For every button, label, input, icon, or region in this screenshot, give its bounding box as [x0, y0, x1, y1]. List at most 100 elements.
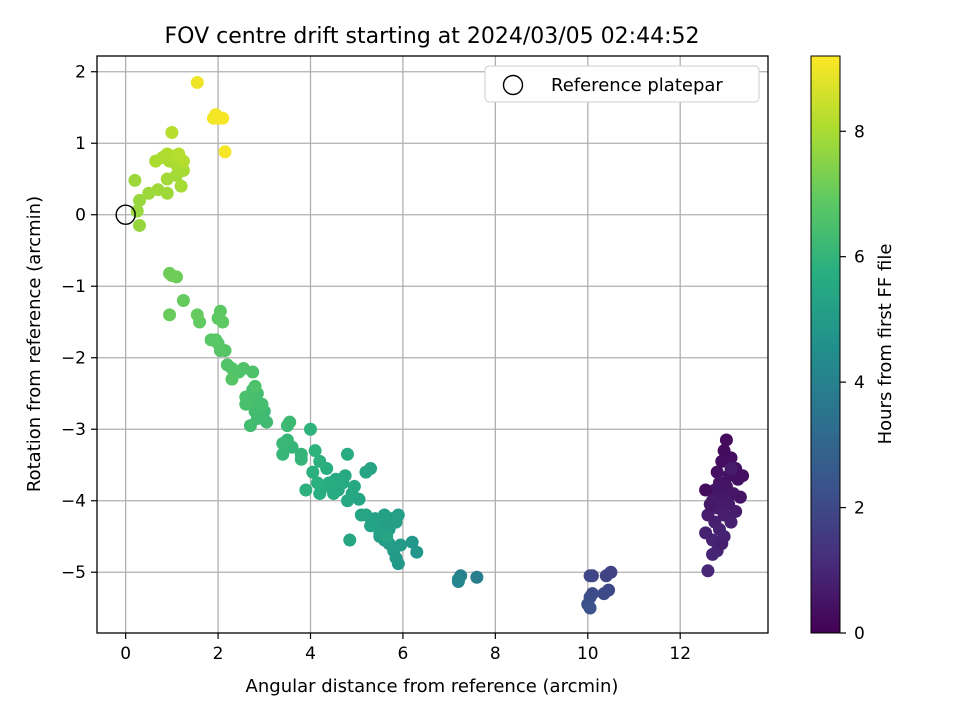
data-point — [322, 476, 336, 490]
data-point — [276, 447, 290, 461]
y-tick-label: −5 — [61, 563, 86, 583]
data-point — [354, 508, 368, 522]
data-point — [313, 454, 327, 468]
colorbar-tick-label: 6 — [854, 248, 865, 268]
data-point — [729, 504, 743, 518]
data-point — [347, 479, 361, 493]
data-point — [216, 315, 230, 329]
data-point — [294, 452, 308, 466]
data-point — [218, 145, 232, 159]
data-point — [715, 454, 729, 468]
data-point — [213, 304, 227, 318]
data-point — [149, 154, 163, 168]
data-point — [190, 308, 204, 322]
data-point — [451, 575, 465, 589]
x-tick-label: 0 — [120, 644, 131, 664]
data-point — [243, 419, 257, 433]
legend-marker-icon — [502, 74, 524, 96]
data-point — [304, 422, 317, 436]
colorbar-label: Hours from first FF file — [875, 244, 896, 445]
colorbar-gradient — [810, 55, 841, 634]
data-point — [364, 462, 378, 476]
data-point — [706, 547, 720, 561]
reference-marker — [115, 204, 136, 225]
data-point — [364, 519, 378, 533]
grid — [97, 56, 768, 633]
x-tick-label: 10 — [577, 644, 599, 664]
legend: Reference platepar — [484, 65, 760, 103]
x-axis-label: Angular distance from reference (arcmin) — [246, 676, 619, 697]
data-point — [220, 358, 234, 372]
data-point — [733, 490, 747, 504]
data-point — [724, 462, 738, 476]
data-point — [710, 465, 724, 479]
data-point — [719, 433, 733, 447]
data-point — [163, 308, 177, 322]
data-point — [248, 379, 262, 393]
x-tick-label: 4 — [305, 644, 316, 664]
data-point — [313, 487, 327, 501]
data-point — [410, 545, 424, 559]
data-point — [165, 269, 179, 283]
data-point — [160, 186, 174, 200]
data-point — [599, 569, 613, 583]
data-point — [736, 469, 750, 483]
y-tick-label: −4 — [61, 492, 86, 512]
data-point — [327, 487, 341, 501]
y-tick-label: −2 — [61, 349, 86, 369]
data-point — [255, 397, 269, 411]
y-tick-label: −1 — [61, 277, 86, 297]
chart-title: FOV centre drift starting at 2024/03/05 … — [165, 24, 700, 49]
data-point — [310, 476, 324, 490]
data-point — [176, 294, 190, 308]
data-point — [174, 179, 188, 193]
data-point — [133, 193, 147, 207]
y-tick-label: 1 — [75, 134, 86, 154]
data-point — [206, 111, 220, 125]
data-point — [699, 483, 713, 497]
data-point — [204, 333, 218, 347]
data-point — [405, 535, 419, 549]
x-axis-ticks: 0 2 4 6 8 10 12 — [120, 633, 691, 664]
data-point — [715, 537, 729, 551]
data-point — [130, 204, 144, 218]
data-point — [340, 447, 354, 461]
y-axis-label: Rotation from reference (arcmin) — [24, 196, 45, 492]
y-axis-ticks: 2 1 0 −1 −2 −3 −4 −5 — [61, 63, 97, 583]
reference-point-icon — [115, 204, 136, 225]
data-point — [724, 515, 738, 529]
colorbar: 0 2 4 6 8 Hours from first FF file — [810, 55, 896, 644]
colorbar-ticks: 0 2 4 6 8 — [840, 122, 865, 644]
data-point — [280, 419, 294, 433]
data-point — [340, 494, 354, 508]
colorbar-tick-label: 8 — [854, 122, 865, 142]
legend-box — [484, 65, 760, 103]
colorbar-tick-label: 0 — [854, 624, 865, 644]
data-point — [299, 483, 313, 497]
data-point — [176, 154, 190, 168]
x-tick-label: 6 — [398, 644, 409, 664]
x-tick-label: 8 — [490, 644, 501, 664]
x-tick-label: 12 — [669, 644, 691, 664]
data-point — [380, 529, 394, 543]
data-point — [239, 397, 253, 411]
data-point — [583, 601, 597, 615]
data-point — [216, 111, 230, 125]
colorbar-tick-label: 2 — [854, 499, 865, 519]
data-point — [338, 469, 352, 483]
data-points — [128, 75, 750, 615]
data-point — [165, 126, 179, 140]
data-point — [343, 533, 357, 547]
data-point — [703, 497, 717, 511]
data-point — [190, 75, 204, 89]
data-point — [470, 570, 484, 584]
x-tick-label: 2 — [213, 644, 224, 664]
data-point — [276, 437, 290, 451]
data-point — [308, 444, 322, 458]
data-point — [597, 587, 611, 601]
data-point — [133, 218, 147, 232]
y-tick-label: −3 — [61, 420, 86, 440]
data-point — [128, 173, 142, 187]
legend-label: Reference platepar — [551, 75, 723, 96]
